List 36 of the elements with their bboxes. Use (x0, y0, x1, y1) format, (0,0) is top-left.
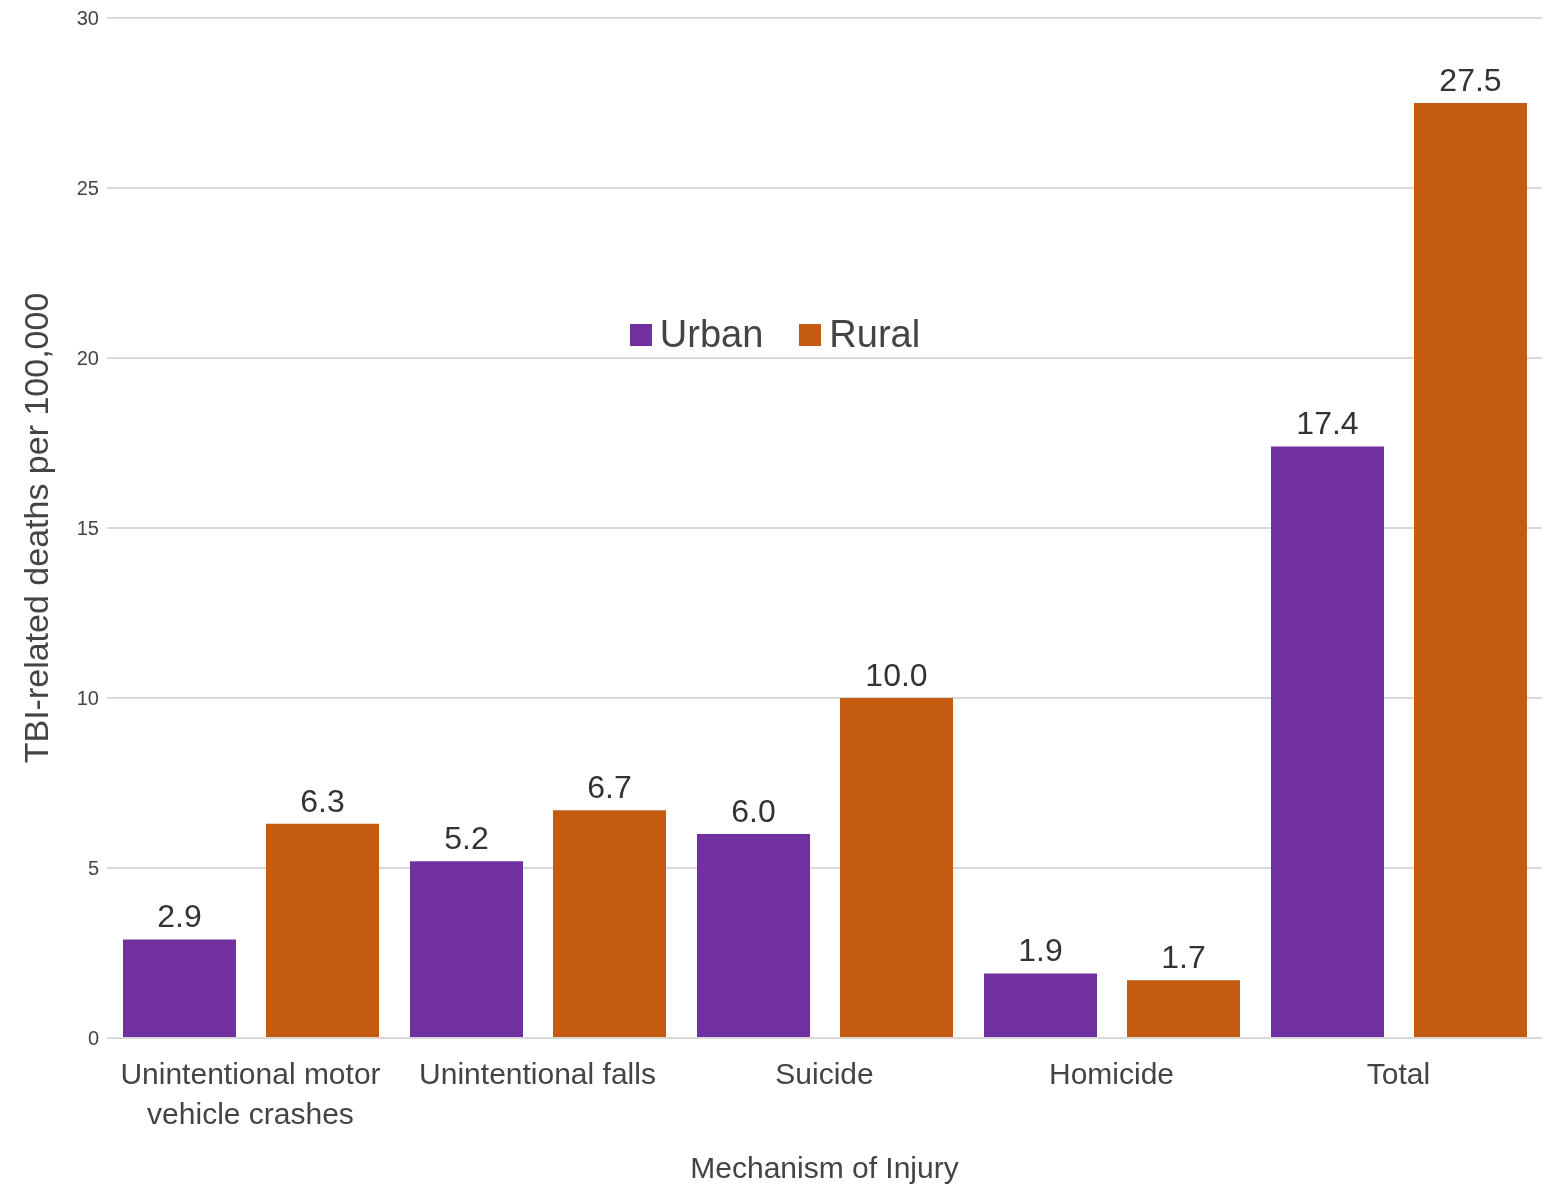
data-label: 1.9 (1018, 932, 1063, 969)
y-tick-label: 5 (87, 857, 99, 880)
bar (1127, 980, 1240, 1038)
x-tick-label: Unintentional motor vehicle crashes (120, 1057, 381, 1130)
data-label: 6.3 (300, 782, 345, 819)
data-label: 1.7 (1161, 939, 1206, 976)
bar (123, 939, 236, 1038)
y-tick-label: 15 (76, 517, 99, 540)
bar (1271, 446, 1384, 1038)
x-tick-label: Total (1366, 1057, 1431, 1090)
data-label: 17.4 (1296, 405, 1359, 442)
bar (840, 698, 953, 1038)
data-label: 2.9 (157, 898, 202, 935)
data-label: 10.0 (865, 657, 928, 693)
bar (1414, 103, 1527, 1038)
legend-label: Rural (829, 313, 921, 356)
x-tick-label: Unintentional falls (419, 1057, 656, 1090)
bar (697, 834, 810, 1038)
x-tick-label: Homicide (1048, 1057, 1175, 1090)
y-tick-label: 20 (76, 347, 99, 370)
y-tick-label: 0 (87, 1027, 99, 1050)
bar (266, 823, 379, 1038)
legend-label: Urban (659, 313, 764, 356)
y-tick-label: 10 (76, 687, 99, 710)
y-tick-label: 30 (76, 7, 99, 30)
x-tick-label: Suicide (775, 1057, 874, 1090)
y-axis-title: TBI-related deaths per 100,000 (17, 292, 56, 764)
data-label: 5.2 (444, 820, 489, 857)
y-tick-label: 25 (76, 177, 99, 200)
bar (984, 973, 1097, 1038)
data-label: 27.5 (1439, 62, 1502, 98)
bar (553, 810, 666, 1038)
data-label: 6.7 (587, 769, 632, 806)
x-axis-title: Mechanism of Injury (690, 1151, 959, 1184)
data-label: 6.0 (731, 793, 776, 829)
bar (410, 861, 523, 1038)
